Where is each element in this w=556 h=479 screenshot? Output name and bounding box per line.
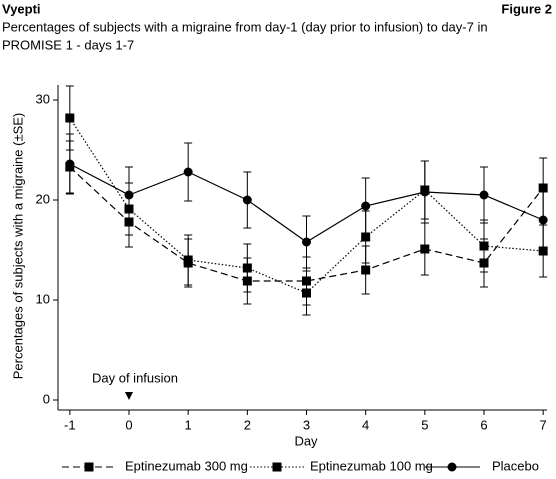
x-tick-label: 7 [540,417,547,432]
x-tick-label: -1 [64,417,76,432]
point [242,263,252,273]
point [302,237,311,247]
point [538,215,548,225]
x-tick-label: 3 [303,417,310,432]
y-tick-label: 10 [36,291,50,306]
y-tick-label: 20 [36,191,50,206]
brand: Vyepti [2,1,41,16]
point [183,255,193,265]
x-tick-label: 4 [362,417,369,432]
legend-marker [447,462,457,472]
legend-label: Eptinezumab 100 mg [310,458,433,473]
y-tick-label: 0 [43,391,50,406]
point [420,244,430,254]
point [538,246,548,256]
point [183,167,193,177]
chart-title: Percentages of subjects with a migraine … [2,19,488,34]
point [420,187,430,197]
point [302,288,311,298]
x-tick-label: 5 [421,417,428,432]
point [65,159,75,169]
x-tick-label: 0 [125,417,132,432]
chart-title: PROMISE 1 - days 1-7 [2,37,134,52]
point [242,195,252,205]
point [124,190,134,200]
legend-marker [272,462,282,472]
x-tick-label: 6 [480,417,487,432]
x-tick-label: 2 [244,417,251,432]
point [361,265,371,275]
point [479,190,489,200]
point [65,113,75,123]
y-tick-label: 30 [36,91,50,106]
legend-label: Placebo [492,458,539,473]
legend-label: Eptinezumab 300 mg [125,458,248,473]
point [538,183,548,193]
point [361,201,371,211]
point [479,241,489,251]
annotation-arrow [125,392,133,400]
annotation: Day of infusion [92,370,178,385]
y-axis-title: Percentages of subjects with a migraine … [10,113,25,380]
x-axis-title: Day [294,433,318,448]
series-line [69,166,544,282]
legend-marker [84,462,94,472]
point [361,232,371,242]
x-tick-label: 1 [185,417,192,432]
series-line [69,117,544,294]
figure-label: Figure 2 [501,1,552,16]
